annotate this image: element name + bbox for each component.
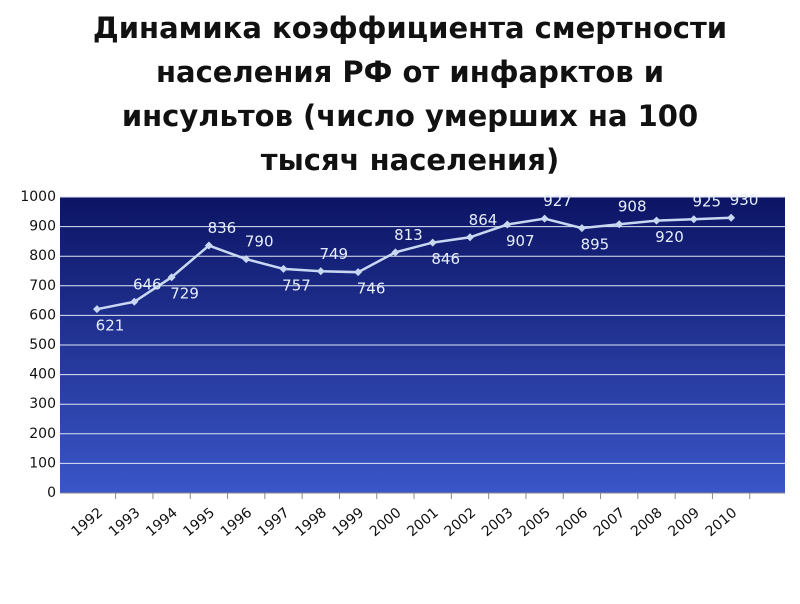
x-tick-label: 2008 — [628, 505, 666, 540]
x-tick-label: 1993 — [106, 505, 144, 540]
x-tick-label: 2007 — [591, 505, 629, 540]
data-label: 836 — [208, 219, 237, 237]
y-tick-label: 400 — [29, 367, 56, 383]
x-tick-label: 1999 — [330, 505, 368, 540]
data-label: 930 — [730, 191, 759, 209]
data-label: 927 — [543, 192, 572, 210]
x-tick-label: 2000 — [367, 505, 405, 540]
marker — [652, 216, 661, 225]
x-tick-label: 2009 — [665, 505, 703, 540]
y-tick-label: 800 — [29, 248, 56, 264]
y-tick-label: 600 — [29, 307, 56, 323]
data-label: 846 — [431, 250, 460, 268]
marker — [167, 273, 176, 282]
marker — [242, 255, 251, 264]
y-tick-label: 100 — [29, 455, 56, 471]
marker — [279, 264, 288, 273]
data-label: 757 — [282, 276, 311, 294]
data-label: 813 — [394, 226, 423, 244]
x-tick-label: 1997 — [255, 505, 293, 540]
title-line: тысяч населения) — [261, 143, 559, 177]
marker — [503, 220, 512, 229]
x-tick-label: 2005 — [516, 505, 554, 540]
data-label: 646 — [133, 275, 162, 293]
y-tick-label: 200 — [29, 426, 56, 442]
marker — [354, 268, 363, 277]
data-label: 749 — [319, 245, 348, 263]
data-label: 920 — [655, 228, 684, 246]
y-tick-label: 1000 — [20, 189, 56, 205]
data-line — [96, 216, 732, 311]
marker — [615, 220, 624, 229]
data-label: 746 — [357, 280, 386, 298]
marker — [540, 214, 549, 223]
x-tick-label: 1995 — [180, 505, 218, 540]
marker — [93, 305, 101, 314]
data-label: 621 — [96, 317, 125, 335]
data-label: 864 — [469, 211, 498, 229]
y-tick-label: 700 — [29, 278, 56, 294]
x-tick-label: 2001 — [404, 505, 442, 540]
chart-title: Динамика коэффициента смертности населени… — [93, 11, 727, 177]
data-label: 895 — [581, 236, 610, 254]
x-tick-label: 1996 — [218, 505, 256, 540]
x-tick-label: 1994 — [143, 505, 181, 540]
x-tick-label: 1992 — [69, 505, 107, 540]
marker — [577, 224, 586, 233]
y-tick-label: 900 — [29, 219, 56, 235]
title-line: населения РФ от инфарктов и — [156, 55, 664, 89]
marker — [391, 248, 400, 257]
data-label: 729 — [170, 285, 199, 303]
marker — [466, 233, 474, 242]
y-tick-label: 300 — [29, 396, 56, 412]
y-tick-label: 0 — [47, 485, 56, 501]
marker — [689, 215, 698, 224]
title-line: Динамика коэффициента смертности — [93, 11, 727, 45]
data-label: 925 — [692, 193, 721, 211]
data-label: 907 — [506, 232, 535, 250]
data-label: 790 — [245, 233, 274, 251]
marker — [316, 267, 325, 276]
y-tick-label: 500 — [29, 337, 56, 353]
x-tick-label: 2003 — [479, 505, 517, 540]
marker — [428, 238, 437, 247]
marker — [130, 297, 139, 306]
x-tick-label: 1998 — [292, 505, 330, 540]
x-tick-label: 2010 — [703, 505, 741, 540]
marker — [727, 213, 736, 222]
x-tick-label: 2002 — [442, 505, 480, 540]
x-tick-label: 2006 — [553, 505, 591, 540]
marker — [204, 241, 213, 250]
title-line: инсультов (число умерших на 100 — [122, 99, 698, 133]
data-label: 908 — [618, 198, 647, 216]
